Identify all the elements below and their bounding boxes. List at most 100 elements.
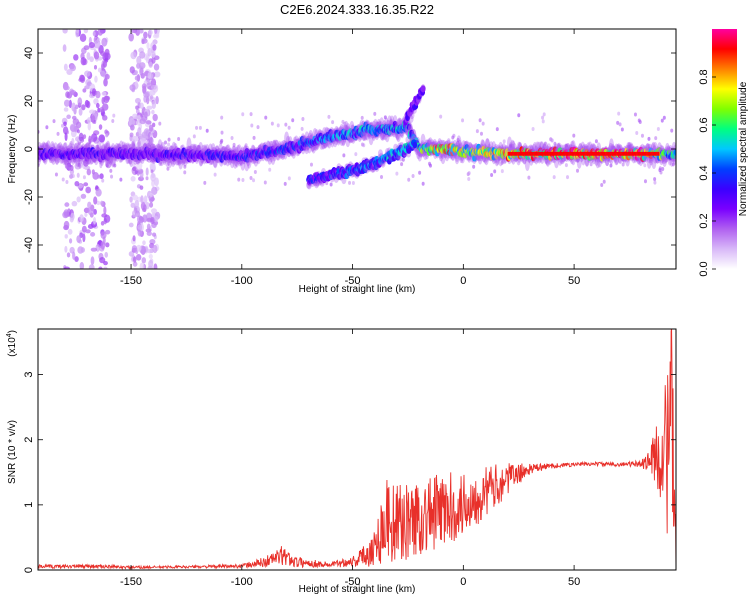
spectrogram-cell xyxy=(69,166,73,171)
spectrogram-cell xyxy=(662,115,666,120)
spectrogram-cell xyxy=(103,261,108,266)
spectrogram-cell xyxy=(640,133,644,138)
spectrogram-cell xyxy=(82,175,86,180)
spectrogram-cell xyxy=(189,145,193,150)
spectrogram-cell xyxy=(96,144,100,149)
spectrogram-cell xyxy=(604,151,606,156)
spectrogram-cell xyxy=(564,143,568,148)
spectrogram-cell xyxy=(82,233,86,243)
spectrogram-cell xyxy=(574,151,576,156)
spectrogram-cell xyxy=(644,151,647,156)
spectrogram-cell xyxy=(64,132,68,142)
spectrogram-cell xyxy=(151,100,157,110)
spectrogram-cell xyxy=(70,212,75,221)
spectrogram-cell xyxy=(287,176,291,181)
spectrogram-cell xyxy=(213,172,217,177)
spectrogram-cell xyxy=(97,107,101,113)
spectrogram-cell xyxy=(637,151,639,156)
spectrogram-cell xyxy=(112,113,116,118)
spectrogram-cell xyxy=(82,88,87,93)
spectrogram-cell xyxy=(635,130,639,135)
spectrogram-cell xyxy=(401,157,405,162)
spectrogram-cell xyxy=(557,151,559,156)
spectrogram-cell xyxy=(85,142,91,149)
spectrogram-cell xyxy=(139,118,147,125)
spectrogram-cell xyxy=(536,151,538,156)
spectrogram-cell xyxy=(500,161,504,166)
spectrogram-cell xyxy=(83,182,89,187)
spectrogram-cell xyxy=(150,208,158,214)
spectrogram-cell xyxy=(561,151,564,156)
spectrogram-cell xyxy=(230,136,234,141)
spectrogram-cell xyxy=(147,248,154,254)
spectrogram-cell xyxy=(652,151,655,156)
spectrogram-cell xyxy=(329,182,333,187)
spectrogram-cell xyxy=(75,29,80,38)
spectrogram-cell xyxy=(569,151,571,156)
spectrogram-cell xyxy=(606,151,608,156)
spectrogram-cell xyxy=(139,102,144,110)
spectrogram-xlabel: Height of straight line (km) xyxy=(299,284,416,295)
spectrogram-cell xyxy=(54,172,58,177)
spectrogram-cell xyxy=(621,151,624,156)
spectrogram-cell xyxy=(133,256,137,263)
x-tick-label: -100 xyxy=(231,275,253,287)
spectrogram-cell xyxy=(638,119,642,124)
colorbar-tick-label: 0.6 xyxy=(698,117,710,132)
spectrogram-cell xyxy=(517,151,519,156)
spectrogram-cell xyxy=(139,185,144,190)
spectrogram-cell xyxy=(148,253,153,259)
spectrogram-cell xyxy=(71,200,78,207)
spectrogram-cell xyxy=(643,163,647,168)
spectrogram-cell xyxy=(395,171,399,176)
spectrogram-cell xyxy=(104,251,109,258)
spectrogram-cell xyxy=(85,186,92,194)
spectrogram-cell xyxy=(264,115,268,120)
y-tick-label: 20 xyxy=(23,95,35,107)
spectrogram-cell xyxy=(581,151,584,156)
spectrogram-cell xyxy=(71,115,77,120)
spectrogram-cell xyxy=(131,245,138,252)
spectrogram-cell xyxy=(588,151,590,156)
spectrogram-cell xyxy=(97,174,101,179)
spectrogram-cell xyxy=(618,122,622,127)
spectrogram-cell xyxy=(263,180,267,185)
spectrogram-cell xyxy=(145,54,149,64)
spectrogram-cell xyxy=(566,151,568,156)
spectrogram-cell xyxy=(149,89,156,96)
spectrogram-cell xyxy=(149,143,156,150)
colorbar-tick-label: 0.4 xyxy=(698,165,710,180)
spectrogram-cell xyxy=(531,127,535,132)
spectrogram-cell xyxy=(87,223,94,230)
spectrogram-cell xyxy=(671,162,675,167)
spectrogram-cell xyxy=(514,151,516,156)
spectrogram-cell xyxy=(547,151,549,156)
spectrogram-cell xyxy=(195,125,199,130)
spectrogram-marks xyxy=(38,29,676,269)
spectrogram-cell xyxy=(656,151,658,156)
spectrogram-cell xyxy=(625,151,627,156)
spectrogram-cell xyxy=(389,119,393,124)
spectrogram-cell xyxy=(148,61,153,68)
spectrogram-cell xyxy=(670,128,674,133)
spectrogram-cell xyxy=(589,151,591,156)
spectrogram-cell xyxy=(63,121,67,127)
spectrogram-cell xyxy=(519,151,522,156)
spectrogram-cell xyxy=(142,240,146,246)
spectrogram-cell xyxy=(658,151,660,156)
spectrogram-cell xyxy=(73,54,79,61)
spectrogram-cell xyxy=(148,29,153,36)
spectrogram-cell xyxy=(137,224,142,230)
spectrogram-cell xyxy=(509,143,513,148)
spectrogram-cell xyxy=(99,173,104,180)
spectrogram-cell xyxy=(380,175,384,180)
spectrogram-cell xyxy=(592,151,595,156)
spectrogram-cell xyxy=(61,177,65,182)
spectrogram-cell xyxy=(360,142,364,147)
spectrogram-cell xyxy=(478,118,482,123)
spectrogram-cell xyxy=(616,120,620,125)
spectrogram-cell xyxy=(155,96,159,105)
spectrogram-cell xyxy=(79,262,85,269)
spectrogram-cell xyxy=(146,223,151,231)
